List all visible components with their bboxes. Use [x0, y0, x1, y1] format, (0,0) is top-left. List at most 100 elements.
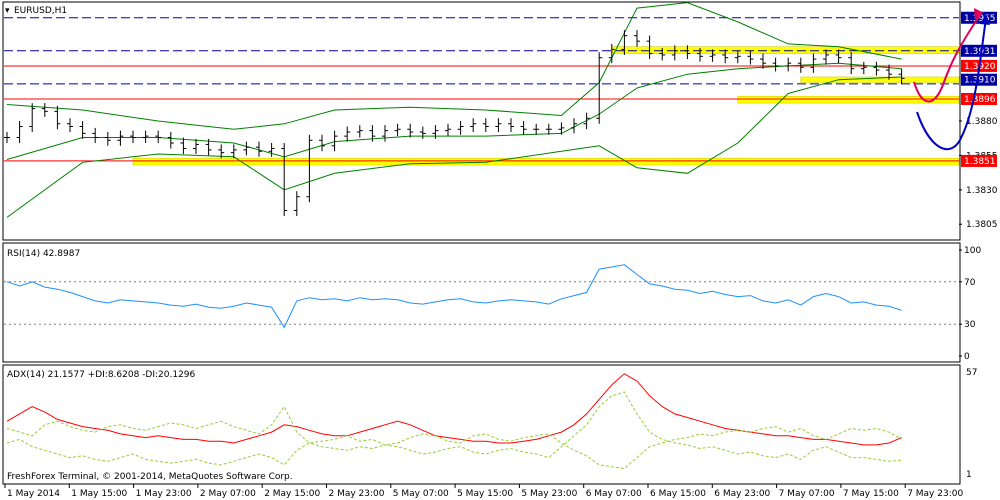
price-bar — [886, 64, 892, 80]
x-tick-label: 7 May 15:00 — [843, 489, 899, 499]
price-bar — [457, 121, 464, 135]
adx-panel: 57 1 — [6, 368, 977, 480]
price-bar — [684, 45, 691, 60]
price-bar — [256, 141, 262, 157]
x-tick-label: 6 May 15:00 — [650, 489, 706, 499]
yellow-zone-1 — [800, 76, 960, 83]
price-bar — [293, 191, 300, 216]
price-tag-box — [961, 73, 997, 86]
yellow-zone-0 — [611, 46, 960, 54]
price-bar — [142, 130, 149, 144]
x-tick-label: 1 May 23:00 — [136, 489, 192, 499]
price-bar — [810, 53, 817, 73]
price-bar — [583, 112, 590, 130]
price-bar — [306, 134, 313, 203]
x-tick-label: 5 May 07:00 — [393, 489, 449, 499]
price-bar — [41, 103, 48, 117]
x-tick-label: 2 May 23:00 — [329, 489, 385, 499]
yellow-zone-3 — [132, 157, 960, 166]
price-bar — [281, 143, 288, 216]
price-panel: 1.38801.38551.38301.38051.39551.39311.39… — [4, 2, 998, 230]
price-bar — [533, 123, 540, 135]
rsi-panel: 100 70 30 0 — [4, 246, 981, 362]
x-tick-label: 1 May 15:00 — [71, 489, 127, 499]
price-bar — [734, 50, 741, 64]
price-bar — [419, 126, 426, 139]
pink-arrow-head-icon — [974, 8, 982, 20]
price-y-tick-label: 1.3880 — [966, 117, 998, 127]
price-bar — [243, 141, 250, 156]
price-bar — [671, 45, 678, 61]
price-bar — [848, 52, 855, 75]
price-bar — [4, 132, 10, 144]
price-bar — [218, 144, 225, 159]
x-tick-label: 2 May 15:00 — [264, 489, 320, 499]
price-bar — [470, 118, 477, 133]
price-tag-label: 1.3896 — [964, 95, 996, 105]
rsi-line — [6, 264, 902, 329]
price-bar — [319, 134, 325, 152]
price-bar — [520, 121, 527, 135]
x-tick-label: 6 May 23:00 — [714, 489, 770, 499]
price-bar — [747, 50, 754, 65]
x-tick-label: 7 May 23:00 — [907, 489, 963, 499]
adx-y-tick-label: 57 — [966, 368, 977, 378]
price-bar — [495, 118, 502, 133]
price-bar — [898, 68, 905, 84]
price-bar — [634, 30, 640, 47]
price-bar — [621, 30, 628, 55]
price-bar — [445, 123, 451, 137]
x-tick-label: 5 May 15:00 — [457, 489, 513, 499]
price-tag-box — [961, 154, 997, 167]
rsi-y-tick-label: 30 — [964, 320, 976, 330]
price-bar — [180, 137, 187, 155]
yellow-zone-2 — [737, 95, 960, 104]
price-bar — [760, 53, 766, 69]
price-bar — [860, 61, 867, 75]
price-bar — [104, 132, 111, 146]
price-tag-box — [961, 92, 997, 105]
price-bar — [709, 49, 716, 62]
price-bar — [205, 138, 212, 156]
price-bar — [571, 118, 577, 134]
price-bar — [508, 118, 514, 133]
price-bar — [29, 103, 36, 133]
adx-line-di — [6, 405, 902, 470]
bollinger-lower-line — [6, 76, 902, 218]
price-bar — [873, 61, 880, 76]
price-bar — [432, 125, 439, 139]
price-y-tick-label: 1.3805 — [966, 220, 998, 230]
price-bar — [407, 123, 414, 138]
price-bar — [482, 118, 489, 133]
price-bar — [67, 118, 73, 133]
price-bar — [79, 121, 86, 139]
price-bar — [659, 48, 666, 61]
forecast-arrow-blue — [916, 17, 987, 151]
price-tag-label: 1.3910 — [964, 76, 996, 86]
price-bar — [155, 130, 162, 144]
price-bar — [193, 138, 199, 155]
x-tick-label: 5 May 23:00 — [521, 489, 577, 499]
rsi-panel-frame — [2, 242, 961, 363]
price-tag-box — [961, 44, 997, 57]
x-tick-label: 1 May 2014 — [7, 489, 60, 499]
price-bar — [646, 35, 653, 60]
price-bar — [596, 52, 603, 124]
price-bar — [16, 121, 23, 144]
price-chart-title: EURUSD,H1 — [14, 6, 67, 16]
symbol-dropdown-icon[interactable]: ▾ — [5, 6, 10, 16]
price-bar — [369, 125, 376, 142]
price-panel-frame — [2, 1, 961, 241]
price-bar — [722, 49, 729, 64]
price-y-tick-label: 1.3830 — [966, 186, 998, 196]
blue-arrow-head-icon — [980, 14, 990, 25]
bollinger-upper-line — [6, 2, 902, 130]
bollinger-middle-line — [6, 62, 902, 160]
rsi-y-tick-label: 0 — [964, 352, 970, 362]
price-bar — [92, 127, 99, 144]
price-bar — [558, 122, 565, 135]
adx-title: ADX(14) 21.1577 +DI:8.6208 -DI:20.1296 — [7, 370, 196, 380]
x-tick-label: 7 May 07:00 — [779, 489, 835, 499]
price-bar — [772, 57, 779, 72]
price-tag-label: 1.3851 — [964, 157, 996, 167]
